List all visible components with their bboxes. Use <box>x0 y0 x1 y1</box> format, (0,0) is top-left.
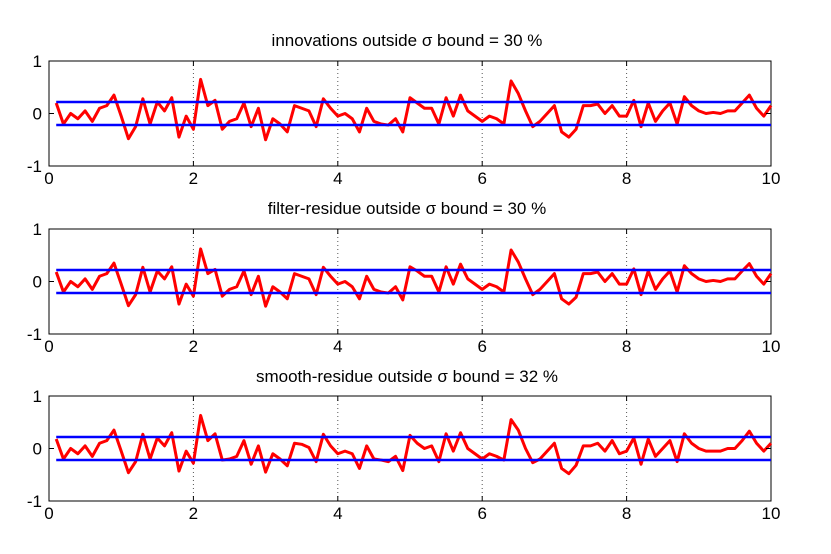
x-tick-label: 6 <box>477 504 486 523</box>
x-tick-label: 10 <box>762 169 781 188</box>
x-tick-label: 8 <box>622 169 631 188</box>
residue-line <box>54 77 773 142</box>
x-tick-label: 0 <box>44 169 53 188</box>
y-tick-label: 1 <box>33 220 42 239</box>
filter-residue-panel: filter-residue outside σ bound = 30 % 0 2… <box>27 199 781 356</box>
x-tick-label: 4 <box>333 169 342 188</box>
x-tick-label: 4 <box>333 504 342 523</box>
x-tick-label: 2 <box>189 169 198 188</box>
innovations-panel: innovations outside σ bound = 30 % 0 2 4 6 8… <box>27 31 781 188</box>
y-tick-label: -1 <box>27 492 42 511</box>
axes-box <box>48 228 772 335</box>
y-tick-label: 0 <box>33 440 42 459</box>
x-tick-label: 8 <box>622 504 631 523</box>
y-tick-label: 1 <box>33 387 42 406</box>
panel-title: smooth-residue outside σ bound = 32 % <box>256 367 558 386</box>
y-tick-label: -1 <box>27 157 42 176</box>
residue-line <box>54 413 773 476</box>
axes-box <box>48 60 772 167</box>
x-tick-label: 2 <box>189 504 198 523</box>
x-tick-label: 6 <box>477 169 486 188</box>
y-tick-label: 0 <box>33 105 42 124</box>
panel-title: innovations outside σ bound = 30 % <box>272 31 543 50</box>
y-tick-label: -1 <box>27 325 42 344</box>
x-tick-label: 4 <box>333 337 342 356</box>
smooth-residue-panel: smooth-residue outside σ bound = 32 % 0 2… <box>27 367 781 523</box>
x-tick-label: 2 <box>189 337 198 356</box>
x-tick-label: 6 <box>477 337 486 356</box>
x-tick-label: 10 <box>762 504 781 523</box>
panel-title: filter-residue outside σ bound = 30 % <box>268 199 546 218</box>
y-tick-label: 1 <box>33 52 42 71</box>
y-tick-label: 0 <box>33 273 42 292</box>
x-tick-label: 10 <box>762 337 781 356</box>
x-tick-label: 0 <box>44 504 53 523</box>
x-tick-label: 8 <box>622 337 631 356</box>
x-tick-label: 0 <box>44 337 53 356</box>
